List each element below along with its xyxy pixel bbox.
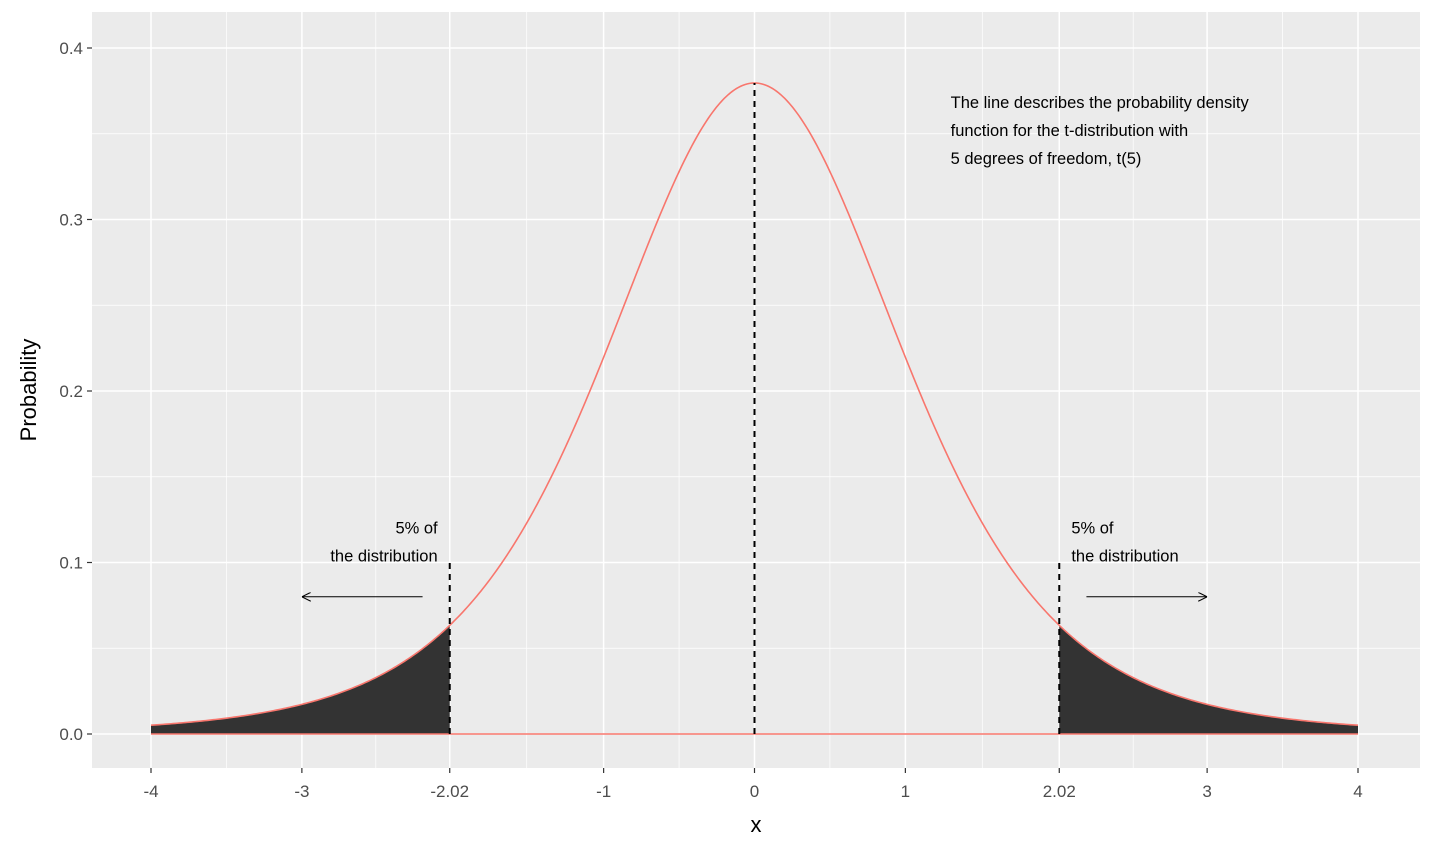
y-tick-label: 0.2 (59, 382, 83, 401)
x-tick-label: -1 (596, 782, 611, 801)
annotation-text: 5% of the distribution (330, 519, 438, 565)
y-tick-label: 0.4 (59, 39, 83, 58)
annotation-line: 5 degrees of freedom, t(5) (951, 150, 1142, 168)
annotation-line: The line describes the probability densi… (951, 94, 1250, 112)
y-tick-label: 0.3 (59, 211, 83, 230)
x-tick-label: -2.02 (430, 782, 469, 801)
plot-panel (92, 12, 1420, 768)
y-tick-label: 0.1 (59, 554, 83, 573)
x-tick-label: 2.02 (1043, 782, 1076, 801)
annotation-line: function for the t-distribution with (951, 122, 1189, 140)
shaded-tail-region (151, 625, 450, 734)
annotation-line: the distribution (330, 547, 437, 565)
x-tick-label: -4 (143, 782, 158, 801)
x-tick-label: 3 (1202, 782, 1211, 801)
x-axis-title: x (751, 812, 762, 837)
annotation-text: 5% of the distribution (1071, 519, 1178, 565)
shaded-tail-region (1059, 625, 1358, 734)
y-tick-label: 0.0 (59, 725, 83, 744)
annotation-line: 5% of (1071, 519, 1114, 537)
x-tick-label: 4 (1353, 782, 1362, 801)
x-tick-label: 1 (901, 782, 910, 801)
y-axis-title: Probability (16, 339, 41, 442)
x-tick-label: -3 (294, 782, 309, 801)
x-tick-label: 0 (750, 782, 759, 801)
annotation-line: the distribution (1071, 547, 1178, 565)
annotation-line: 5% of (395, 519, 438, 537)
annotation-text: The line describes the probability densi… (951, 94, 1250, 168)
